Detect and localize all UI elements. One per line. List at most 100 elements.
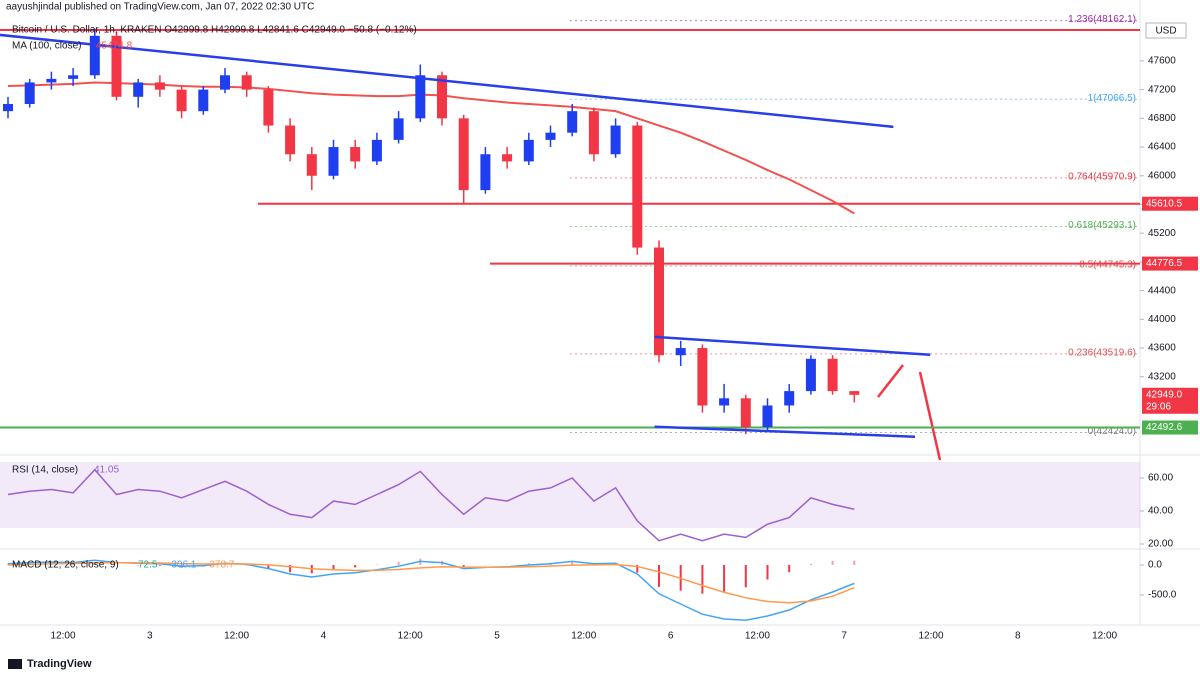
trendline: [0, 33, 894, 129]
candle-body: [654, 247, 664, 356]
rsi-title: RSI (14, close): [12, 465, 78, 476]
y-tick-label: 46800: [1148, 113, 1176, 124]
signal-line: [7, 562, 855, 604]
currency: USD: [1155, 26, 1176, 37]
x-tick-label: 12:00: [571, 631, 596, 642]
publisher: aayushjindal published on TradingView.co…: [6, 2, 314, 13]
x-tick-label: 12:00: [224, 631, 249, 642]
brand-logo: [8, 659, 22, 669]
price-label: 44776.5: [1146, 258, 1183, 269]
candle-body: [154, 82, 165, 90]
candle-body: [68, 75, 79, 79]
candle-body: [784, 391, 795, 406]
rsi-tick-label: 40.00: [1148, 506, 1173, 517]
candle-body: [133, 82, 144, 97]
candle-body: [567, 111, 578, 133]
symbol-line: Bitcoin / U.S. Dollar, 1h, KRAKEN O42999…: [12, 25, 417, 36]
fib-label: 0.618(45293.1): [1068, 220, 1136, 231]
candle-body: [588, 111, 599, 155]
macd-tick-label: -500.0: [1148, 590, 1177, 601]
price-label-box: [1142, 256, 1198, 271]
fib-label: 0.5(44745.3): [1079, 259, 1136, 270]
candle-body: [89, 35, 100, 76]
candle-body: [415, 75, 426, 119]
candle-body: [371, 139, 382, 162]
candle-body: [523, 139, 534, 162]
price-label: 42492.6: [1146, 422, 1183, 433]
last-price-box: [1142, 387, 1198, 414]
ma-title: MA (100, close): [12, 41, 81, 52]
y-tick-label: 47600: [1148, 56, 1176, 67]
candle-body: [610, 125, 621, 155]
candle-body: [306, 154, 317, 176]
candle-body: [111, 35, 122, 97]
candle-body: [350, 147, 361, 162]
brand: TradingView: [27, 658, 92, 670]
y-tick-label: 45200: [1148, 228, 1176, 239]
x-tick-label: 7: [841, 631, 847, 642]
last-price: 42949.0: [1146, 389, 1183, 400]
fib-label: 0(42424.0): [1088, 426, 1136, 437]
plot-layer: 4320043600440004440044800452004560046000…: [0, 14, 1198, 642]
candle-body: [675, 348, 686, 356]
fib-label: 1(47066.5): [1088, 93, 1136, 104]
y-tick-label: 47200: [1148, 84, 1176, 95]
macd-tick-label: 0.0: [1148, 560, 1162, 571]
candle-body: [762, 405, 773, 428]
rsi-tick-label: 20.00: [1148, 539, 1173, 550]
candle-body: [849, 391, 860, 395]
countdown: 29:06: [1146, 401, 1171, 412]
candle-body: [328, 147, 339, 176]
candle-body: [740, 398, 751, 428]
rsi-tick-label: 60.00: [1148, 473, 1173, 484]
candle-body: [502, 154, 513, 162]
candle-body: [263, 89, 274, 126]
macd-last: -306.1: [168, 560, 197, 571]
y-tick-label: 44000: [1148, 314, 1176, 325]
x-tick-label: 12:00: [745, 631, 770, 642]
trendline: [654, 425, 916, 438]
fib-label: 1.236(48162.1): [1068, 14, 1136, 25]
currency-box: [1145, 22, 1187, 39]
rsi-last: 41.05: [94, 465, 119, 476]
candle-body: [632, 125, 643, 248]
candle-body: [697, 348, 708, 406]
x-tick-label: 12:00: [398, 631, 423, 642]
candle-body: [24, 82, 35, 104]
x-tick-label: 4: [321, 631, 327, 642]
x-tick-label: 8: [1015, 631, 1021, 642]
y-tick-label: 43200: [1148, 371, 1176, 382]
rsi-line: [7, 468, 855, 542]
price-label-box: [1142, 196, 1198, 211]
y-tick-label: 44400: [1148, 285, 1176, 296]
candle-body: [458, 118, 469, 191]
x-tick-label: 12:00: [918, 631, 943, 642]
forecast-arrow: [918, 371, 942, 461]
candle-body: [827, 358, 838, 392]
candle-body: [480, 154, 491, 191]
trendline: [654, 335, 931, 357]
candle-body: [719, 398, 730, 406]
candle-body: [805, 358, 816, 392]
fib-label: 0.764(45970.9): [1068, 171, 1136, 182]
fib-label: 0.236(43519.6): [1068, 347, 1136, 358]
x-tick-label: 12:00: [1092, 631, 1117, 642]
ma-last: 45474.8: [96, 41, 133, 52]
ma-line: [7, 81, 855, 215]
y-tick-label: 46400: [1148, 142, 1176, 153]
candle-body: [285, 125, 296, 155]
candle-body: [220, 75, 230, 90]
x-tick-label: 6: [668, 631, 674, 642]
x-tick-label: 12:00: [50, 631, 75, 642]
candle-body: [393, 118, 404, 140]
y-tick-label: 43600: [1148, 343, 1176, 354]
macd-hist-last: 72.5: [138, 560, 158, 571]
y-tick-label: 46000: [1148, 170, 1176, 181]
candle-body: [437, 75, 447, 119]
candle-body: [198, 89, 209, 112]
macd-title: MACD (12, 26, close, 9): [12, 560, 119, 571]
signal-last: -378.7: [206, 560, 235, 571]
price-label-box: [1142, 420, 1198, 435]
